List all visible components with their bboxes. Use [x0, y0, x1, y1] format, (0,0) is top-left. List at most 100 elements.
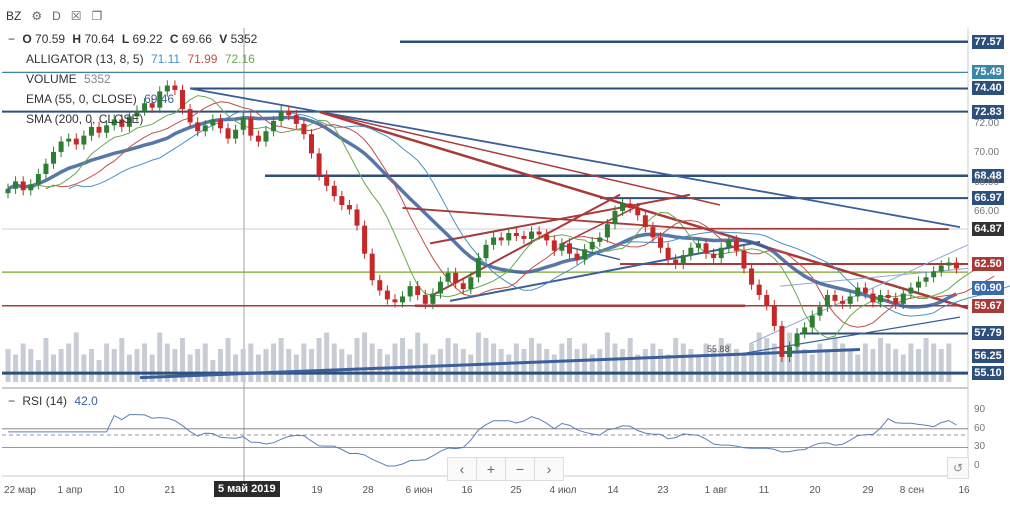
candle-body [35, 174, 41, 185]
scroll-left-button[interactable]: ‹ [448, 458, 477, 480]
x-tick: 1 авг [704, 485, 728, 496]
candle-body [794, 333, 800, 347]
candle-body [142, 103, 148, 111]
ema-line [7, 115, 958, 309]
candle-body [240, 117, 246, 130]
volume-bar [225, 338, 231, 382]
rsi-legend[interactable]: − RSI (14) 42.0 [8, 394, 98, 408]
volume-bar [475, 332, 481, 382]
volume-bar [149, 354, 155, 382]
candle-body [733, 240, 739, 251]
candle-body [544, 234, 550, 241]
alligator-jaw-line [68, 110, 1010, 317]
top-toolbar: BZ ⚙ D ☒ ❐ [6, 9, 102, 23]
candle-body [802, 327, 808, 334]
volume-bar [369, 343, 375, 382]
candle-body [771, 305, 777, 326]
volume-bar [392, 343, 398, 382]
candle-body [582, 249, 588, 260]
candle-body [741, 250, 747, 269]
alligator-legend[interactable]: ALLIGATOR (13, 8, 5) 71.11 71.99 72.16 [26, 52, 255, 66]
x-tick: 16 [958, 485, 970, 496]
volume-bar [878, 338, 884, 382]
candle-body [13, 181, 19, 189]
sma-legend[interactable]: SMA (200, 0, CLOSE) [26, 112, 144, 126]
zoom-in-button[interactable]: + [477, 458, 506, 480]
volume-legend[interactable]: VOLUME 5352 [26, 72, 111, 86]
candle-body [680, 255, 686, 264]
candle-body [703, 243, 709, 254]
eye-icon[interactable]: ☒ [70, 9, 82, 23]
volume-bar [688, 349, 694, 382]
x-tick: 23 [657, 485, 669, 496]
scroll-right-button[interactable]: › [546, 461, 552, 477]
volume-bar [263, 349, 269, 382]
volume-bar [855, 354, 861, 382]
volume-bar [5, 349, 11, 382]
price-label: 60.90 [972, 280, 1004, 295]
candle-body [635, 207, 641, 216]
x-tick: 22 мар [4, 485, 36, 496]
candle-body [407, 286, 413, 297]
volume-bar [66, 343, 72, 382]
price-label: 64.87 [972, 222, 1004, 237]
candle-body [217, 119, 223, 129]
volume-bar [824, 349, 830, 382]
reset-icon[interactable]: ↺ [947, 457, 969, 479]
copy-icon[interactable]: ❐ [91, 9, 103, 23]
candle-body [650, 227, 656, 238]
volume-bar [627, 338, 633, 382]
volume-bar [885, 343, 891, 382]
x-tick: 4 июл [549, 485, 577, 496]
x-tick: 11 [758, 485, 770, 496]
volume-bar [711, 349, 717, 382]
x-tick: 14 [607, 485, 619, 496]
volume-bar [354, 338, 360, 382]
candle-body [711, 253, 717, 259]
candle-body [51, 151, 57, 164]
ema-legend[interactable]: EMA (55, 0, CLOSE) 69.46 [26, 92, 175, 106]
candle-body [900, 293, 906, 304]
candle-body [422, 294, 428, 304]
volume-bar [604, 332, 610, 382]
candle-body [164, 85, 170, 92]
candle-body [855, 287, 861, 297]
candle-body [331, 185, 337, 197]
candle-body [460, 283, 466, 290]
volume-bar [771, 343, 777, 382]
y-tick: 66.00 [974, 206, 1000, 218]
candle-body [126, 116, 132, 127]
volume-bar [642, 349, 648, 382]
volume-bar [893, 349, 899, 382]
price-label: 77.57 [972, 34, 1004, 49]
price-label: 56.25 [972, 349, 1004, 364]
candle-body [862, 287, 868, 294]
candle-body [597, 237, 603, 242]
candle-body [529, 231, 535, 239]
volume-bar [407, 349, 413, 382]
trend-line [189, 87, 961, 229]
candle-body [665, 247, 671, 260]
zoom-out-button[interactable]: − [506, 458, 535, 480]
volume-bar [13, 354, 19, 382]
volume-bar [286, 349, 292, 382]
volume-bar [756, 332, 762, 382]
minus-icon: − [8, 32, 16, 46]
volume-bar [559, 343, 565, 382]
candle-body [225, 128, 231, 139]
rsi-tick: 0 [974, 460, 980, 471]
candle-body [786, 346, 792, 357]
candle-body [612, 210, 618, 225]
candle-body [286, 110, 292, 116]
candle-body [149, 103, 155, 108]
rsi-tick: 90 [974, 404, 986, 416]
zoom-nav: ‹ + − › [447, 457, 564, 481]
volume-bar [915, 349, 921, 382]
candle-body [885, 294, 891, 298]
gear-icon[interactable]: ⚙ [31, 9, 43, 23]
volume-bar [658, 349, 664, 382]
interval-label[interactable]: D [52, 9, 61, 23]
symbol-label[interactable]: BZ [6, 9, 22, 23]
volume-bar [271, 343, 277, 382]
